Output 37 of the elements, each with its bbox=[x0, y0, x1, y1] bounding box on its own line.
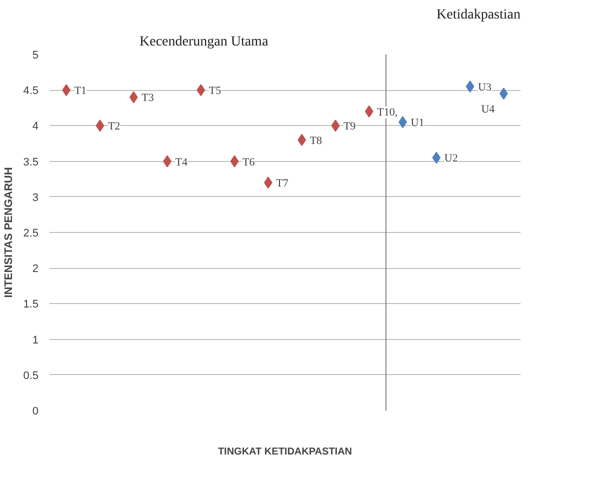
x-axis-title: TINGKAT KETIDAKPASTIAN bbox=[218, 446, 352, 458]
point bbox=[364, 105, 374, 118]
data-label: T10, bbox=[377, 106, 398, 118]
y-tick-label: 1.5 bbox=[23, 298, 39, 311]
y-axis-title: INTENSITAS PENGARUH bbox=[3, 167, 16, 298]
text: Ketidakpastian bbox=[436, 8, 521, 22]
y-tick-label: 2.5 bbox=[23, 228, 39, 240]
data-label: T5 bbox=[208, 85, 222, 98]
data-label: T4 bbox=[175, 156, 188, 168]
y-tick-label: 2 bbox=[32, 263, 39, 276]
data-label: T3 bbox=[142, 92, 154, 104]
data-label: U2 bbox=[444, 152, 458, 165]
point bbox=[466, 80, 474, 93]
data-label: T9 bbox=[343, 120, 356, 133]
point bbox=[230, 155, 239, 168]
y-tick-label: 0 bbox=[32, 406, 39, 418]
data-label: T7 bbox=[276, 178, 289, 190]
point bbox=[129, 91, 138, 104]
data-label: T1 bbox=[74, 85, 87, 98]
point bbox=[96, 120, 104, 132]
y-tick-label: 3 bbox=[32, 192, 39, 204]
y-tick-label: 3.5 bbox=[23, 156, 39, 168]
y-tick-label: 0.5 bbox=[23, 370, 39, 382]
y-tick-label: 4.5 bbox=[23, 85, 39, 98]
data-label: U3 bbox=[478, 82, 492, 94]
point bbox=[331, 120, 340, 132]
point bbox=[196, 84, 206, 96]
y-tick-label: 4 bbox=[32, 120, 39, 133]
data-label: U4 bbox=[481, 104, 496, 116]
y-tick-label: 1 bbox=[32, 334, 39, 346]
y-tick-label: 5 bbox=[32, 50, 39, 62]
data-label: T6 bbox=[242, 156, 256, 168]
data-label: U1 bbox=[410, 117, 424, 130]
data-label: T2 bbox=[108, 120, 120, 133]
point bbox=[432, 152, 441, 164]
text: Kecenderungan Utama bbox=[140, 34, 269, 50]
data-label: T8 bbox=[310, 134, 323, 147]
